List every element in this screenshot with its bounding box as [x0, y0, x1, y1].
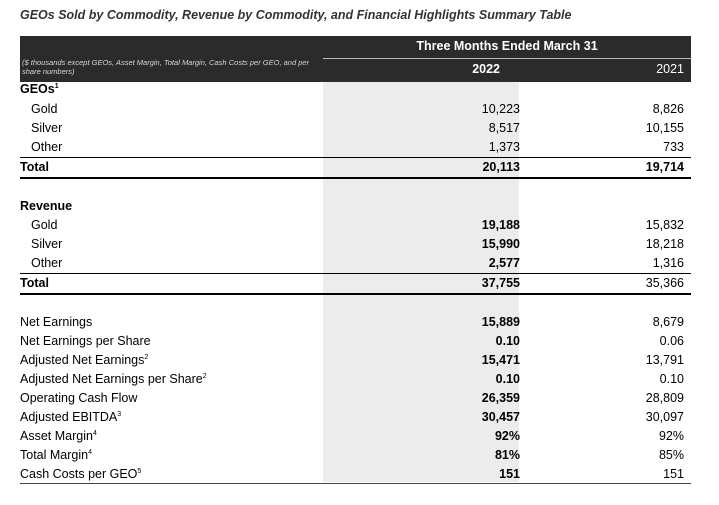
table-row: Asset Margin4 92% 92% [20, 429, 684, 443]
table-row: Other 2,577 1,316 [31, 256, 684, 270]
revenue-heading-row: Revenue [20, 197, 691, 216]
units-note: ($ thousands except GEOs, Asset Margin, … [22, 58, 310, 76]
table-row: Other 1,373 733 [31, 140, 684, 154]
revenue-total-row: Total 37,755 35,366 [20, 276, 684, 290]
period-header: Three Months Ended March 31 [416, 39, 598, 53]
revenue-total-top-rule [20, 273, 691, 274]
revenue-total-bottom-rule [20, 293, 691, 295]
table-row: Gold 10,223 8,826 [31, 102, 684, 116]
period-header-underline [323, 58, 691, 59]
year-2021-header: 2021 [656, 62, 684, 76]
column-2022-shading [323, 82, 519, 482]
table-row: Adjusted EBITDA3 30,457 30,097 [20, 410, 684, 424]
table-header-band [20, 36, 691, 82]
geos-total-row: Total 20,113 19,714 [20, 160, 684, 174]
geos-total-top-rule [20, 157, 691, 158]
table-row: Adjusted Net Earnings2 15,471 13,791 [20, 353, 684, 367]
year-2022-header: 2022 [472, 62, 500, 76]
revenue-heading: Revenue [20, 199, 73, 213]
table-title: GEOs Sold by Commodity, Revenue by Commo… [20, 8, 572, 22]
table-row: Adjusted Net Earnings per Share2 0.10 0.… [20, 372, 684, 386]
table-row: Silver 15,990 18,218 [31, 237, 684, 251]
table-row: Net Earnings per Share 0.10 0.06 [20, 334, 684, 348]
geos-heading: GEOs1 [20, 82, 59, 96]
geos-heading-row: GEOs1 [20, 80, 691, 99]
geos-total-bottom-rule [20, 177, 691, 179]
table-row: Operating Cash Flow 26,359 28,809 [20, 391, 684, 405]
table-row: Net Earnings 15,889 8,679 [20, 315, 684, 329]
table-row: Cash Costs per GEO5 151 151 [20, 467, 684, 481]
table-bottom-rule [20, 483, 691, 484]
table-row: Gold 19,188 15,832 [31, 218, 684, 232]
table-row: Silver 8,517 10,155 [31, 121, 684, 135]
table-row: Total Margin4 81% 85% [20, 448, 684, 462]
